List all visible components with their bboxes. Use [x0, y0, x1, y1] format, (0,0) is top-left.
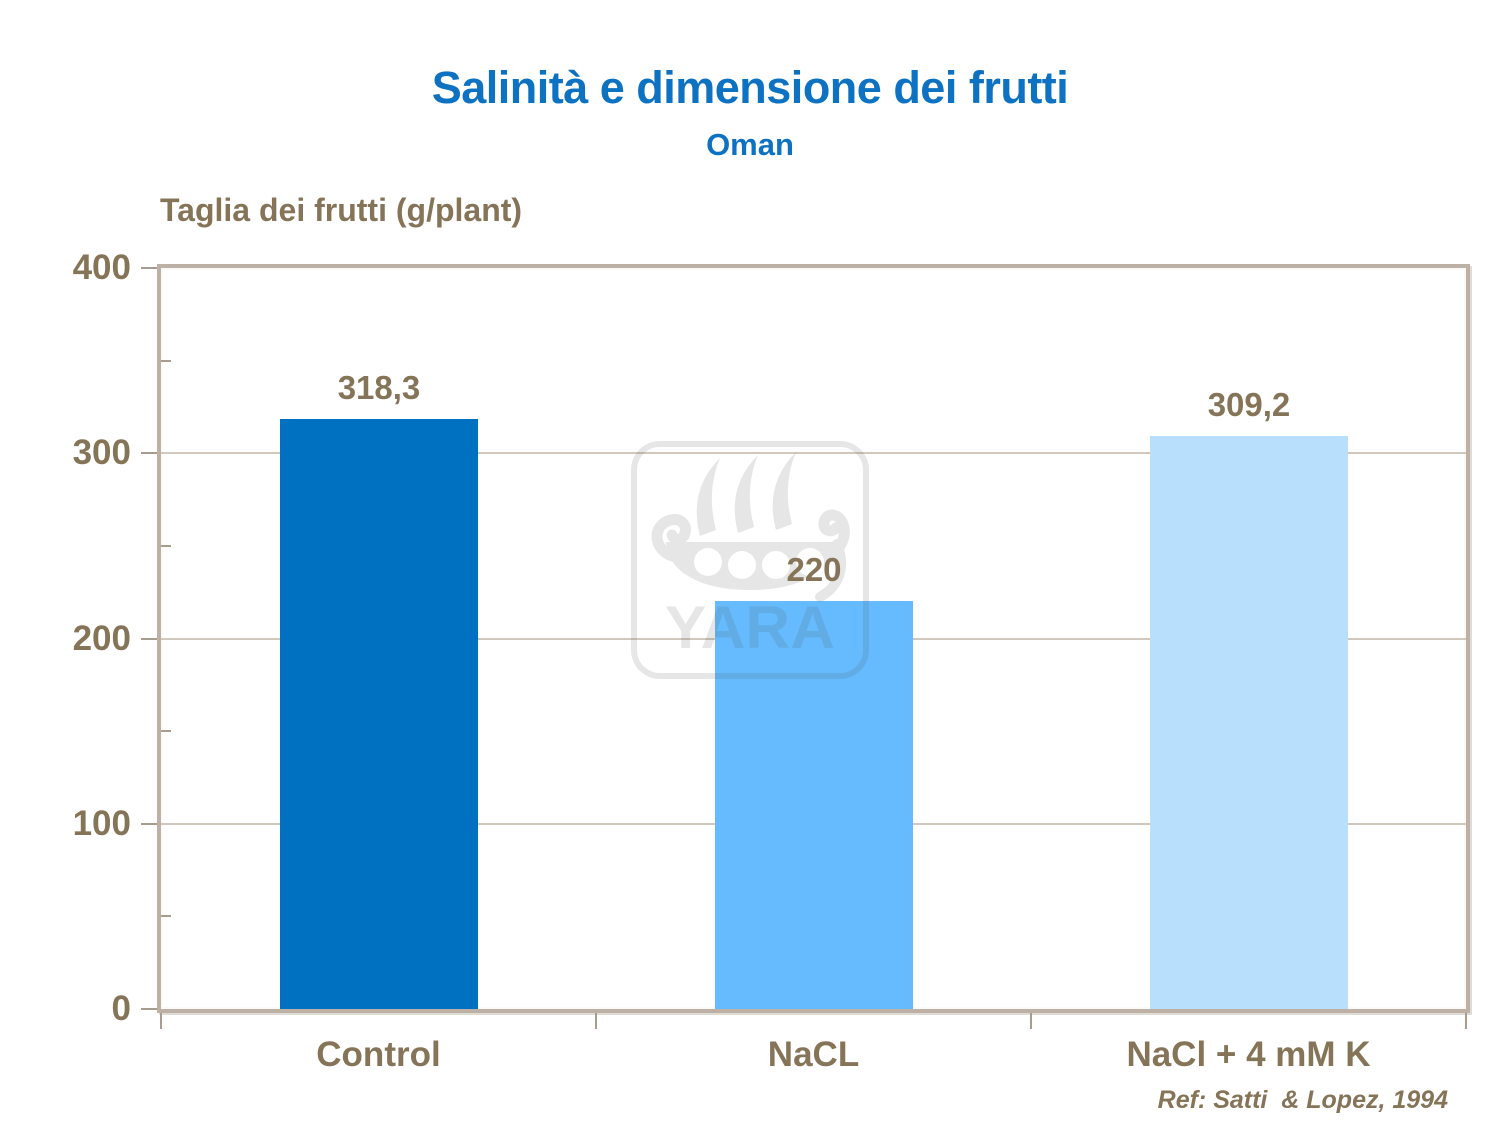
bar-value-label-nacl-4-mm-k: 309,2 — [1207, 386, 1291, 423]
reference-citation: Ref: Satti & Lopez, 1994 — [1157, 1086, 1448, 1114]
x-tick-0 — [160, 1013, 162, 1029]
y-tick-label-200: 200 — [72, 618, 131, 658]
chart-title: Salinità e dimensione dei frutti — [431, 62, 1069, 113]
plot-area: YARA 0100200300400318,3Control220NaCL309… — [73, 249, 1470, 1074]
viking-ship-sails-icon — [696, 452, 796, 536]
y-major-tick-400 — [141, 267, 157, 269]
x-tick-1 — [595, 1013, 597, 1029]
x-category-label-control: Control — [316, 1035, 441, 1074]
bar-nacl — [715, 601, 913, 1009]
x-category-label-nacl-4-mm-k: NaCl + 4 mM K — [1126, 1035, 1371, 1074]
bar-value-label-control: 318,3 — [337, 369, 421, 406]
y-tick-label-0: 0 — [111, 989, 131, 1028]
x-category-label-nacl: NaCL — [767, 1035, 860, 1074]
y-major-tick-300 — [141, 452, 157, 455]
y-major-tick-100 — [141, 822, 157, 825]
y-minor-tick-350 — [161, 359, 171, 362]
y-major-tick-0 — [141, 1008, 157, 1010]
bar-control — [280, 419, 478, 1009]
y-major-tick-200 — [141, 637, 157, 640]
chart-subtitle: Oman — [706, 127, 794, 162]
bar-nacl-4-mm-k — [1150, 436, 1348, 1009]
y-tick-label-100: 100 — [72, 803, 131, 843]
y-minor-tick-50 — [161, 915, 171, 918]
gridline-300 — [161, 452, 1466, 455]
y-tick-label-400: 400 — [72, 248, 131, 287]
bar-value-label-nacl: 220 — [786, 551, 842, 588]
x-tick-3 — [1465, 1013, 1467, 1029]
y-axis-title: Taglia dei frutti (g/plant) — [160, 192, 523, 228]
y-minor-tick-250 — [161, 544, 171, 547]
y-tick-label-300: 300 — [72, 433, 131, 473]
x-tick-2 — [1030, 1013, 1032, 1029]
y-minor-tick-150 — [161, 730, 171, 733]
